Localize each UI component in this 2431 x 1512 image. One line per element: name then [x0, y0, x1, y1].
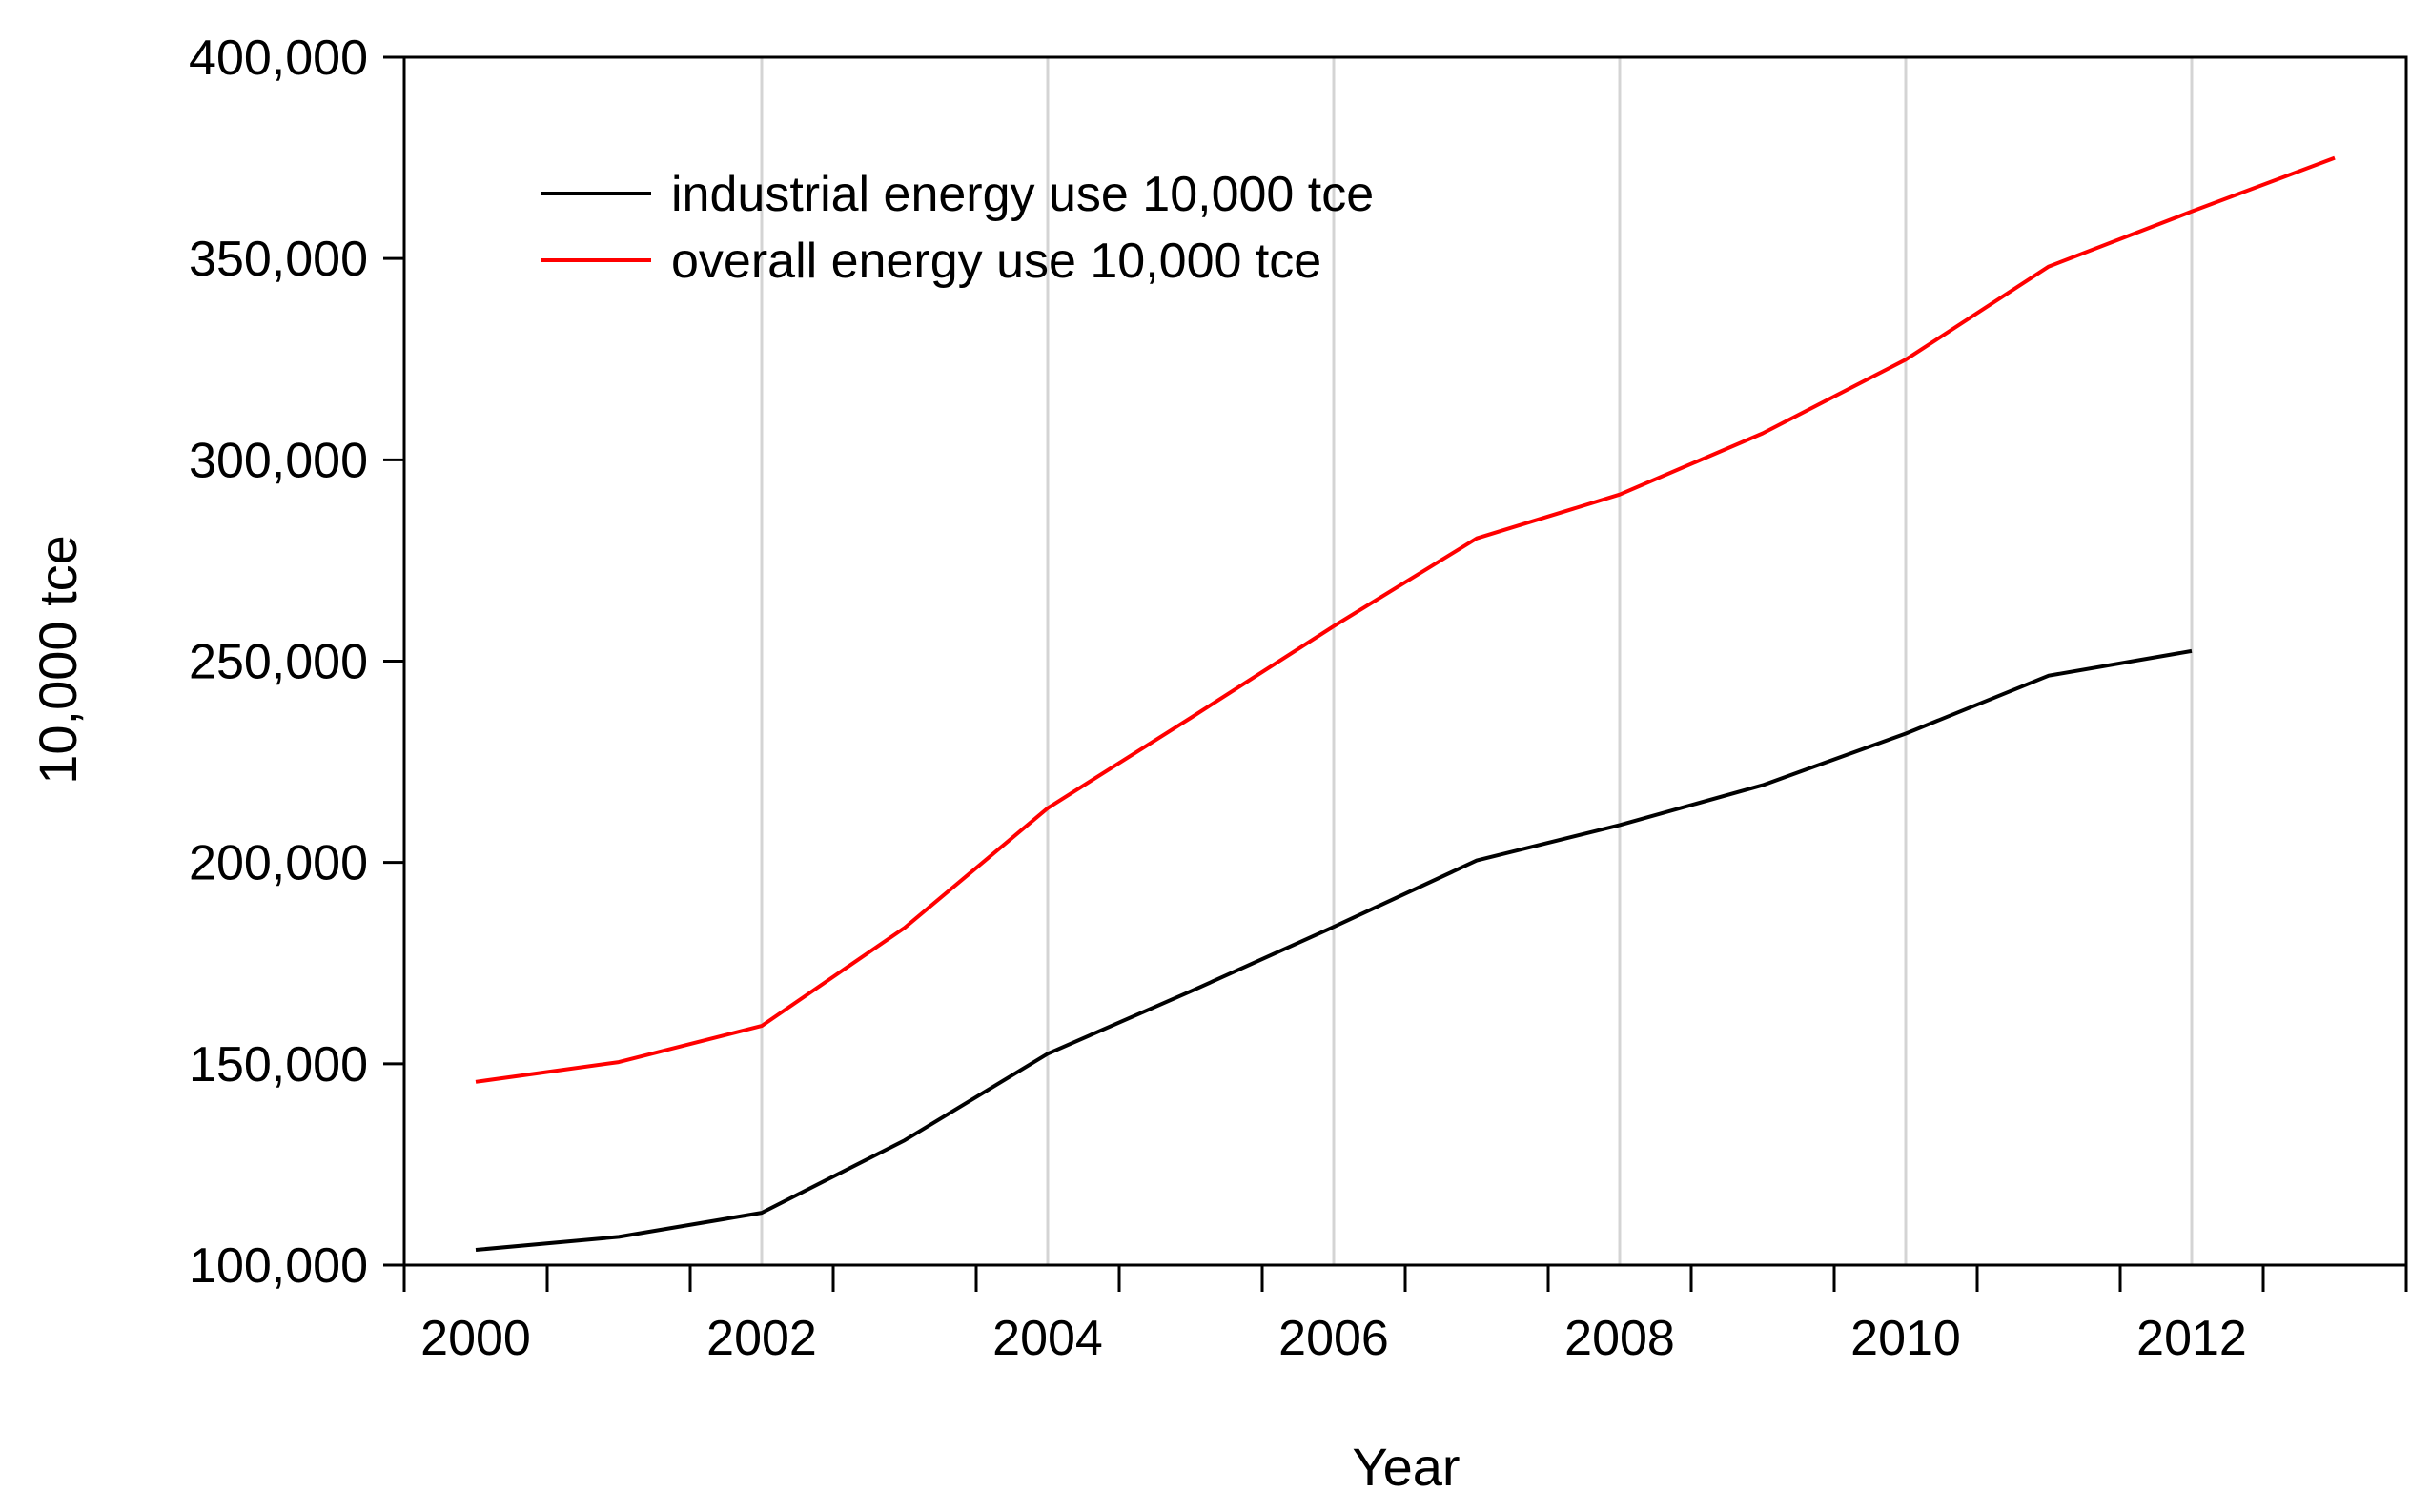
- x-tick-label: 2000: [420, 1311, 531, 1366]
- y-tick-label: 300,000: [189, 433, 368, 488]
- y-tick-label: 100,000: [189, 1238, 368, 1294]
- x-tick-label: 2010: [1850, 1311, 1961, 1366]
- y-axis-title: 10,000 tce: [28, 535, 88, 785]
- y-tick-label: 150,000: [189, 1037, 368, 1093]
- x-tick-label: 2008: [1564, 1311, 1675, 1366]
- y-axis: 100,000 150,000 200,000 250,000 300,000 350,0…: [189, 31, 404, 1294]
- y-tick-label: 200,000: [189, 836, 368, 891]
- x-axis: 2000 2002 2004 2006 2008 2010 2012: [402, 1265, 2408, 1366]
- x-axis-title: Year: [1352, 1437, 1460, 1497]
- series-line-industrial: [475, 648, 2193, 1252]
- legend: industrial energy use 10,000 tce overall …: [541, 167, 1374, 289]
- series-lines: [475, 155, 2336, 1252]
- x-tick-label: 2006: [1278, 1311, 1389, 1366]
- y-tick-label: 400,000: [189, 31, 368, 86]
- x-tick-label: 2004: [992, 1311, 1103, 1366]
- gridlines: [760, 57, 2194, 1265]
- y-tick-label: 350,000: [189, 232, 368, 287]
- x-tick-label: 2002: [706, 1311, 817, 1366]
- legend-label-industrial: industrial energy use 10,000 tce: [671, 167, 1374, 222]
- y-tick-label: 250,000: [189, 635, 368, 690]
- legend-label-overall: overall energy use 10,000 tce: [671, 234, 1321, 289]
- x-tick-label: 2012: [2136, 1311, 2247, 1366]
- series-line-overall: [475, 155, 2336, 1084]
